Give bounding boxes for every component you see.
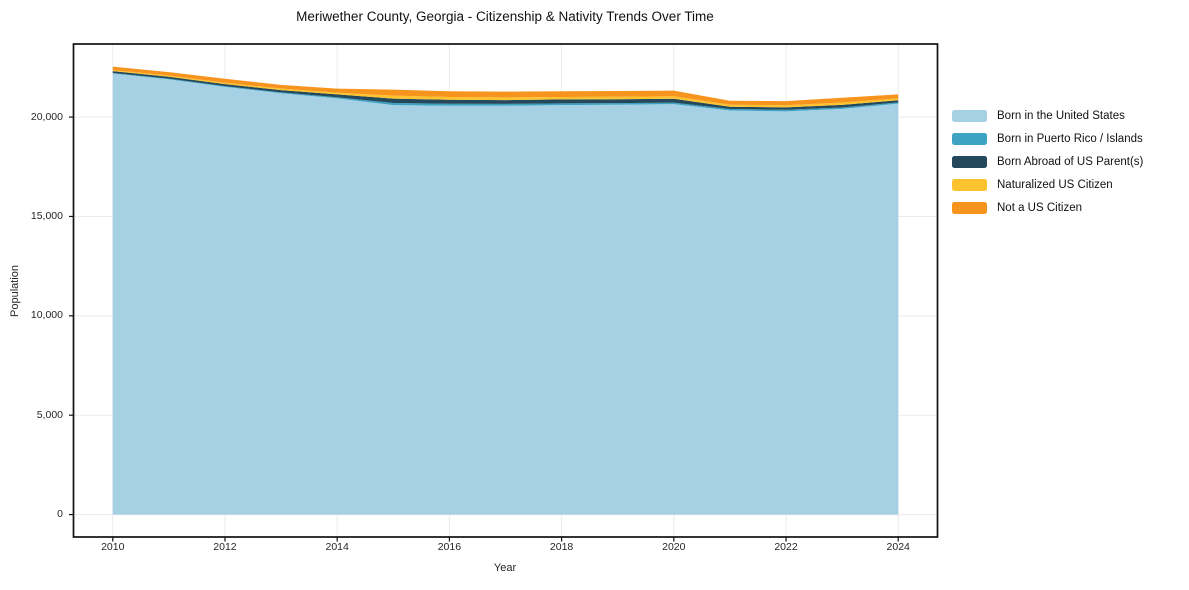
x-tick-label: 2022 [774,541,798,553]
legend-swatch-born-pr-islands [952,133,987,145]
legend-item: Born in Puerto Rico / Islands [952,133,1143,145]
x-tick-label: 2024 [886,541,910,553]
legend-item: Not a US Citizen [952,202,1143,214]
legend-label: Not a US Citizen [997,202,1083,214]
legend-label: Born in Puerto Rico / Islands [997,133,1143,145]
y-tick-label: 5,000 [36,408,63,421]
legend-item: Naturalized US Citizen [952,179,1143,191]
legend-swatch-born-us [952,110,987,122]
y-tick-label: 10,000 [30,309,63,322]
x-tick-label: 2010 [101,541,125,553]
y-tick-label: 0 [57,508,63,521]
legend-swatch-naturalized [952,179,987,191]
y-tick-label: 15,000 [30,209,63,222]
legend-swatch-born-abroad [952,156,987,168]
x-axis-title: Year [493,562,517,574]
legend-label: Born Abroad of US Parent(s) [997,156,1144,168]
x-tick-label: 2020 [662,541,686,553]
x-tick-label: 2012 [213,541,237,553]
legend-label: Born in the United States [997,110,1125,122]
legend-swatch-not-citizen [952,202,987,214]
x-tick-label: 2016 [437,541,462,553]
x-tick-label: 2014 [325,541,349,553]
legend-item: Born in the United States [952,110,1143,122]
y-tick-label: 20,000 [30,110,63,123]
chart-title: Meriwether County, Georgia - Citizenship… [296,9,714,24]
legend: Born in the United States Born in Puerto… [952,110,1143,214]
legend-item: Born Abroad of US Parent(s) [952,156,1143,168]
x-tick-label: 2018 [549,541,574,553]
legend-label: Naturalized US Citizen [997,179,1113,191]
